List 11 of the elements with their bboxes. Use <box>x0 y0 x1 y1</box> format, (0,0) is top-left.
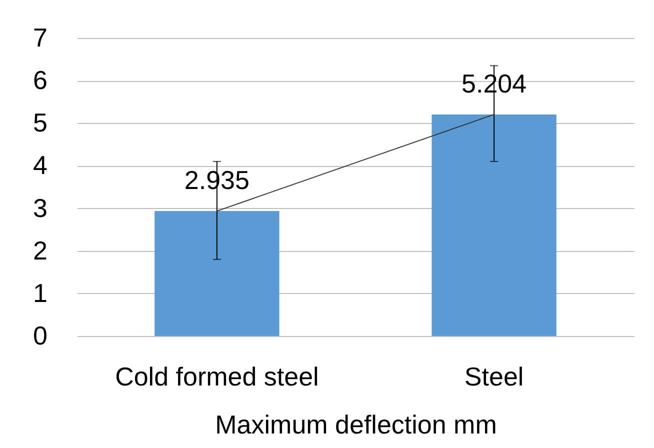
y-tick-label: 2 <box>33 235 48 266</box>
y-tick-label: 4 <box>33 150 48 180</box>
y-tick-label: 7 <box>33 22 48 52</box>
y-tick-label: 5 <box>33 108 48 138</box>
y-tick-label: 1 <box>33 278 48 308</box>
x-axis-title: Maximum deflection mm <box>215 410 497 440</box>
x-tick-label: Cold formed steel <box>115 362 319 392</box>
y-tick-label: 3 <box>33 192 48 223</box>
x-tick-label: Steel <box>464 362 524 392</box>
y-tick-label: 0 <box>33 320 48 350</box>
y-tick-label: 6 <box>33 65 48 96</box>
